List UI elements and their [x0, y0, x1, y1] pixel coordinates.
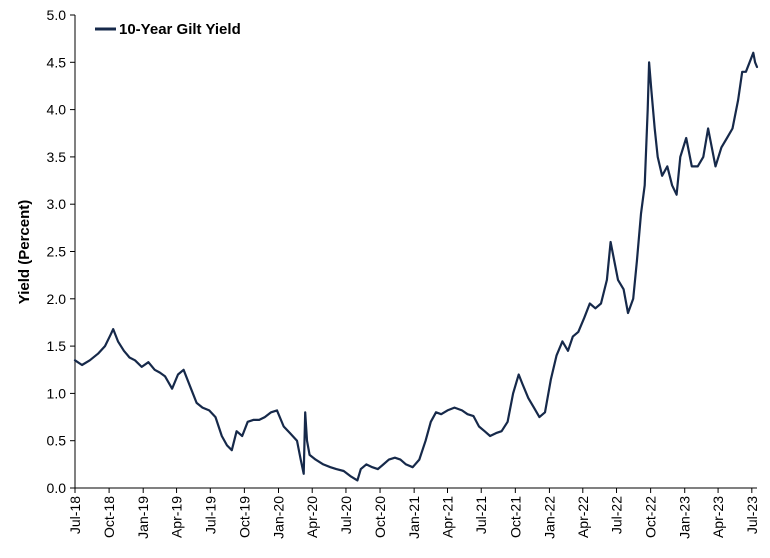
x-tick-label: Jul-21	[473, 496, 489, 534]
y-axis-title-text: Yield (Percent)	[16, 200, 33, 304]
series-line-0	[73, 51, 759, 482]
series-group	[73, 51, 759, 482]
x-tick-label: Jan-23	[677, 496, 693, 539]
x-tick-label: Jan-21	[406, 496, 422, 539]
y-tick-label: 1.0	[47, 385, 67, 401]
x-tick-label: Jul-23	[744, 496, 760, 534]
y-tick-label: 4.0	[47, 102, 67, 118]
y-axis-title: Yield (Percent)	[16, 200, 33, 304]
x-tick-label: Apr-23	[710, 496, 726, 538]
y-tick-label: 4.5	[47, 54, 67, 70]
x-tick-label: Jan-20	[270, 496, 286, 539]
x-tick-label: Oct-18	[101, 496, 117, 538]
x-tick-label: Apr-20	[304, 496, 320, 538]
x-tick-label: Jan-22	[541, 496, 557, 539]
y-tick-label: 3.0	[47, 196, 67, 212]
x-tick-label: Jan-19	[135, 496, 151, 539]
x-tick-label: Oct-21	[507, 496, 523, 538]
y-tick-label: 1.5	[47, 338, 67, 354]
x-tick-label: Apr-22	[575, 496, 591, 538]
y-tick-label: 3.5	[47, 149, 67, 165]
y-axis: 0.0 0.5 1.0 1.5 2.0 2.5 3.0 3.5 4.0 4.5 5.0	[47, 7, 75, 496]
x-tick-label: Oct-19	[236, 496, 252, 538]
y-tick-label: 2.5	[47, 244, 67, 260]
x-tick-label: Jul-20	[338, 496, 354, 534]
x-tick-label: Oct-22	[643, 496, 659, 538]
x-tick-label: Oct-20	[372, 496, 388, 538]
x-tick-label: Jul-19	[202, 496, 218, 534]
x-tick-label: Apr-19	[169, 496, 185, 538]
y-tick-label: 0.5	[47, 433, 67, 449]
x-tick-label: Jul-18	[67, 496, 83, 534]
legend: 10-Year Gilt Yield	[95, 21, 241, 38]
x-tick-label: Jul-22	[609, 496, 625, 534]
y-tick-label: 5.0	[47, 7, 67, 23]
y-tick-label: 2.0	[47, 291, 67, 307]
legend-label: 10-Year Gilt Yield	[119, 21, 241, 38]
x-axis: Jul-18 Oct-18 Jan-19 Apr-19 Jul-19 Oct-19 Jan-…	[67, 488, 760, 539]
y-tick-label: 0.0	[47, 480, 67, 496]
x-tick-label: Apr-21	[440, 496, 456, 538]
